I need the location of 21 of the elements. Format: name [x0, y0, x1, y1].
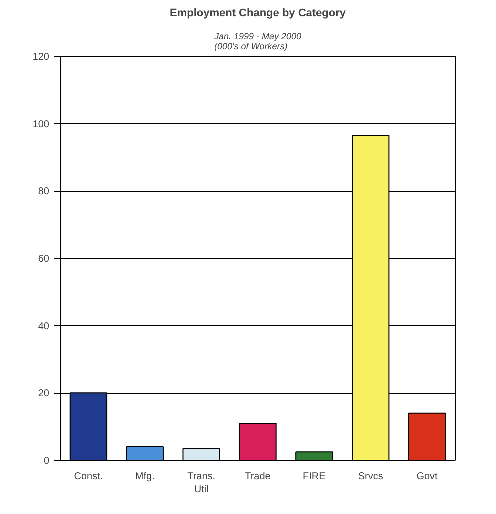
- x-tick-label: Trade: [245, 472, 272, 482]
- bar: [408, 412, 446, 460]
- x-tick-label: Govt: [416, 472, 438, 482]
- y-tick-label: 120: [32, 52, 50, 63]
- bar: [182, 448, 220, 460]
- y-tick-label: 80: [38, 186, 50, 198]
- y-tick-label: 60: [38, 254, 50, 265]
- y-tick-label: 100: [32, 119, 50, 130]
- x-tick-label: Trans. Util: [188, 472, 216, 496]
- x-tick-label: Const.: [74, 472, 104, 482]
- x-tick-label: FIRE: [303, 472, 326, 482]
- y-tick-label: 40: [38, 321, 50, 332]
- bar: [126, 446, 164, 460]
- bar: [296, 452, 334, 460]
- y-tick-label: 20: [38, 388, 50, 400]
- x-tick-label: Mfg.: [135, 472, 155, 482]
- y-tick-label: 0: [44, 456, 50, 467]
- chart-subtitle: Jan. 1999 - May 2000 (000's of Workers): [213, 32, 302, 52]
- chart-title: Employment Change by Category: [170, 8, 347, 20]
- x-tick-label: Srvcs: [358, 472, 384, 482]
- bar: [239, 422, 277, 460]
